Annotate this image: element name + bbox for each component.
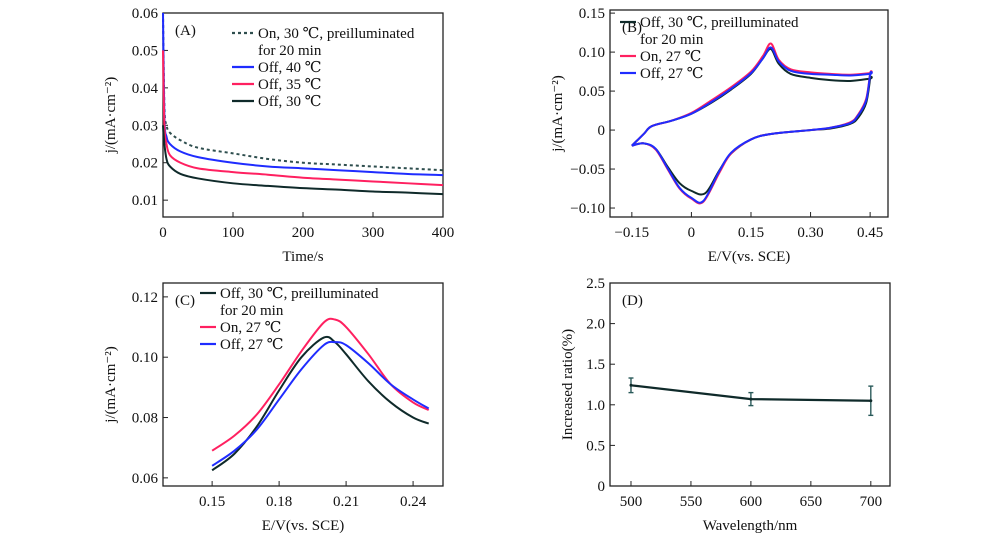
y-tick-label: 0.05 (132, 43, 158, 59)
y-axis-label: Increased ratio(%) (560, 329, 576, 440)
series-line-1 (162, 12, 444, 177)
x-tick-label: 0.15 (738, 225, 764, 241)
y-tick-label: −0.05 (570, 162, 605, 178)
x-tick-label: 0 (688, 225, 696, 241)
y-tick-label: 2.0 (586, 317, 605, 333)
chart-panel-a: 0 100 200 300 400 0.01 0.02 0.03 0.04 0.05 0.06 Tim… (103, 6, 454, 265)
series-line-2 (162, 50, 444, 187)
x-tick-label: 0.15 (199, 494, 225, 510)
series-line-2 (631, 46, 873, 204)
y-tick-label: 0 (598, 479, 606, 495)
x-tick-label: 300 (362, 225, 385, 241)
y-tick-label: 0.15 (579, 6, 605, 22)
legend-label: Off, 40 ℃ (258, 60, 322, 76)
y-tick-label: 1.0 (586, 398, 605, 414)
y-tick-label: 0.05 (579, 84, 605, 100)
data-point (629, 383, 633, 387)
plot-frame (609, 282, 891, 487)
y-tick-label: 0.10 (579, 45, 605, 61)
legend-label: On, 27 ℃ (640, 49, 701, 65)
legend-label: On, 30 ℃, preilluminated (258, 26, 415, 42)
plot-frame (609, 9, 889, 218)
panel-label: (A) (175, 23, 196, 39)
x-tick-label: 100 (222, 225, 245, 241)
legend-label-cont: for 20 min (258, 43, 322, 59)
x-tick-label: 0.45 (857, 225, 883, 241)
x-tick-label: 0.18 (266, 494, 292, 510)
legend-label-cont: for 20 min (220, 303, 284, 319)
chart-panel-c: 0.15 0.18 0.21 0.24 0.06 0.08 0.10 0.12 E/V(vs. … (103, 282, 444, 534)
x-tick-label: −0.15 (614, 225, 649, 241)
x-axis-label: E/V(vs. SCE) (708, 249, 791, 265)
x-tick-label: 0.21 (333, 494, 359, 510)
y-tick-label: 0.01 (132, 193, 158, 209)
x-tick-label: 0 (159, 225, 167, 241)
legend-label-cont: for 20 min (640, 32, 704, 48)
x-axis-label: Wavelength/nm (703, 518, 798, 534)
x-tick-label: 700 (860, 494, 883, 510)
panel-label: (C) (175, 293, 195, 309)
series-line-2 (211, 340, 430, 467)
y-tick-label: 0.12 (132, 290, 158, 306)
legend-label: Off, 27 ℃ (220, 337, 284, 353)
x-tick-label: 200 (292, 225, 315, 241)
legend-label: Off, 30 ℃, preilluminated (640, 15, 799, 31)
legend-label: Off, 30 ℃, preilluminated (220, 286, 379, 302)
series-line-0 (162, 12, 444, 172)
y-tick-label: 1.5 (586, 357, 605, 373)
y-tick-label: 0.02 (132, 156, 158, 172)
chart-panel-d: 500 550 600 650 700 0 0.5 1.0 1.5 2.0 2.5 Wavelengt… (560, 276, 891, 534)
legend-label: Off, 30 ℃ (258, 94, 322, 110)
y-tick-label: 2.5 (586, 276, 605, 292)
y-tick-label: 0.08 (132, 411, 158, 427)
legend-label: Off, 35 ℃ (258, 77, 322, 93)
y-tick-label: −0.10 (570, 201, 605, 217)
y-tick-label: 0.03 (132, 118, 158, 134)
x-tick-label: 0.24 (400, 494, 427, 510)
series-line-0 (211, 335, 430, 472)
y-tick-label: 0 (598, 123, 606, 139)
y-tick-label: 0.04 (132, 81, 159, 97)
series-line-3 (162, 125, 444, 196)
y-tick-label: 0.10 (132, 350, 158, 366)
y-axis-label: j/(mA·cm⁻²) (103, 346, 119, 424)
y-axis-label: j/(mA·cm⁻²) (550, 75, 566, 153)
y-tick-label: 0.06 (132, 6, 159, 22)
x-axis-label: E/V(vs. SCE) (262, 518, 345, 534)
y-tick-label: 0.06 (132, 471, 159, 487)
data-point (869, 399, 873, 403)
y-tick-label: 0.5 (586, 438, 605, 454)
y-axis-label: j/(mA·cm⁻²) (103, 77, 119, 155)
x-tick-label: 550 (680, 494, 703, 510)
x-tick-label: 600 (740, 494, 763, 510)
x-tick-label: 0.30 (797, 225, 823, 241)
legend-label: Off, 27 ℃ (640, 66, 704, 82)
x-tick-label: 650 (800, 494, 823, 510)
x-tick-label: 500 (620, 494, 643, 510)
plot-frame (162, 282, 444, 487)
legend-label: On, 27 ℃ (220, 320, 281, 336)
panel-label: (B) (622, 20, 642, 36)
chart-panel-b: −0.15 0 0.15 0.30 0.45 −0.10 −0.05 0 0.05 0.10 0.1… (550, 6, 889, 265)
data-point (749, 397, 753, 401)
panel-label: (D) (622, 293, 643, 309)
x-tick-label: 400 (432, 225, 455, 241)
x-axis-label: Time/s (282, 249, 323, 265)
